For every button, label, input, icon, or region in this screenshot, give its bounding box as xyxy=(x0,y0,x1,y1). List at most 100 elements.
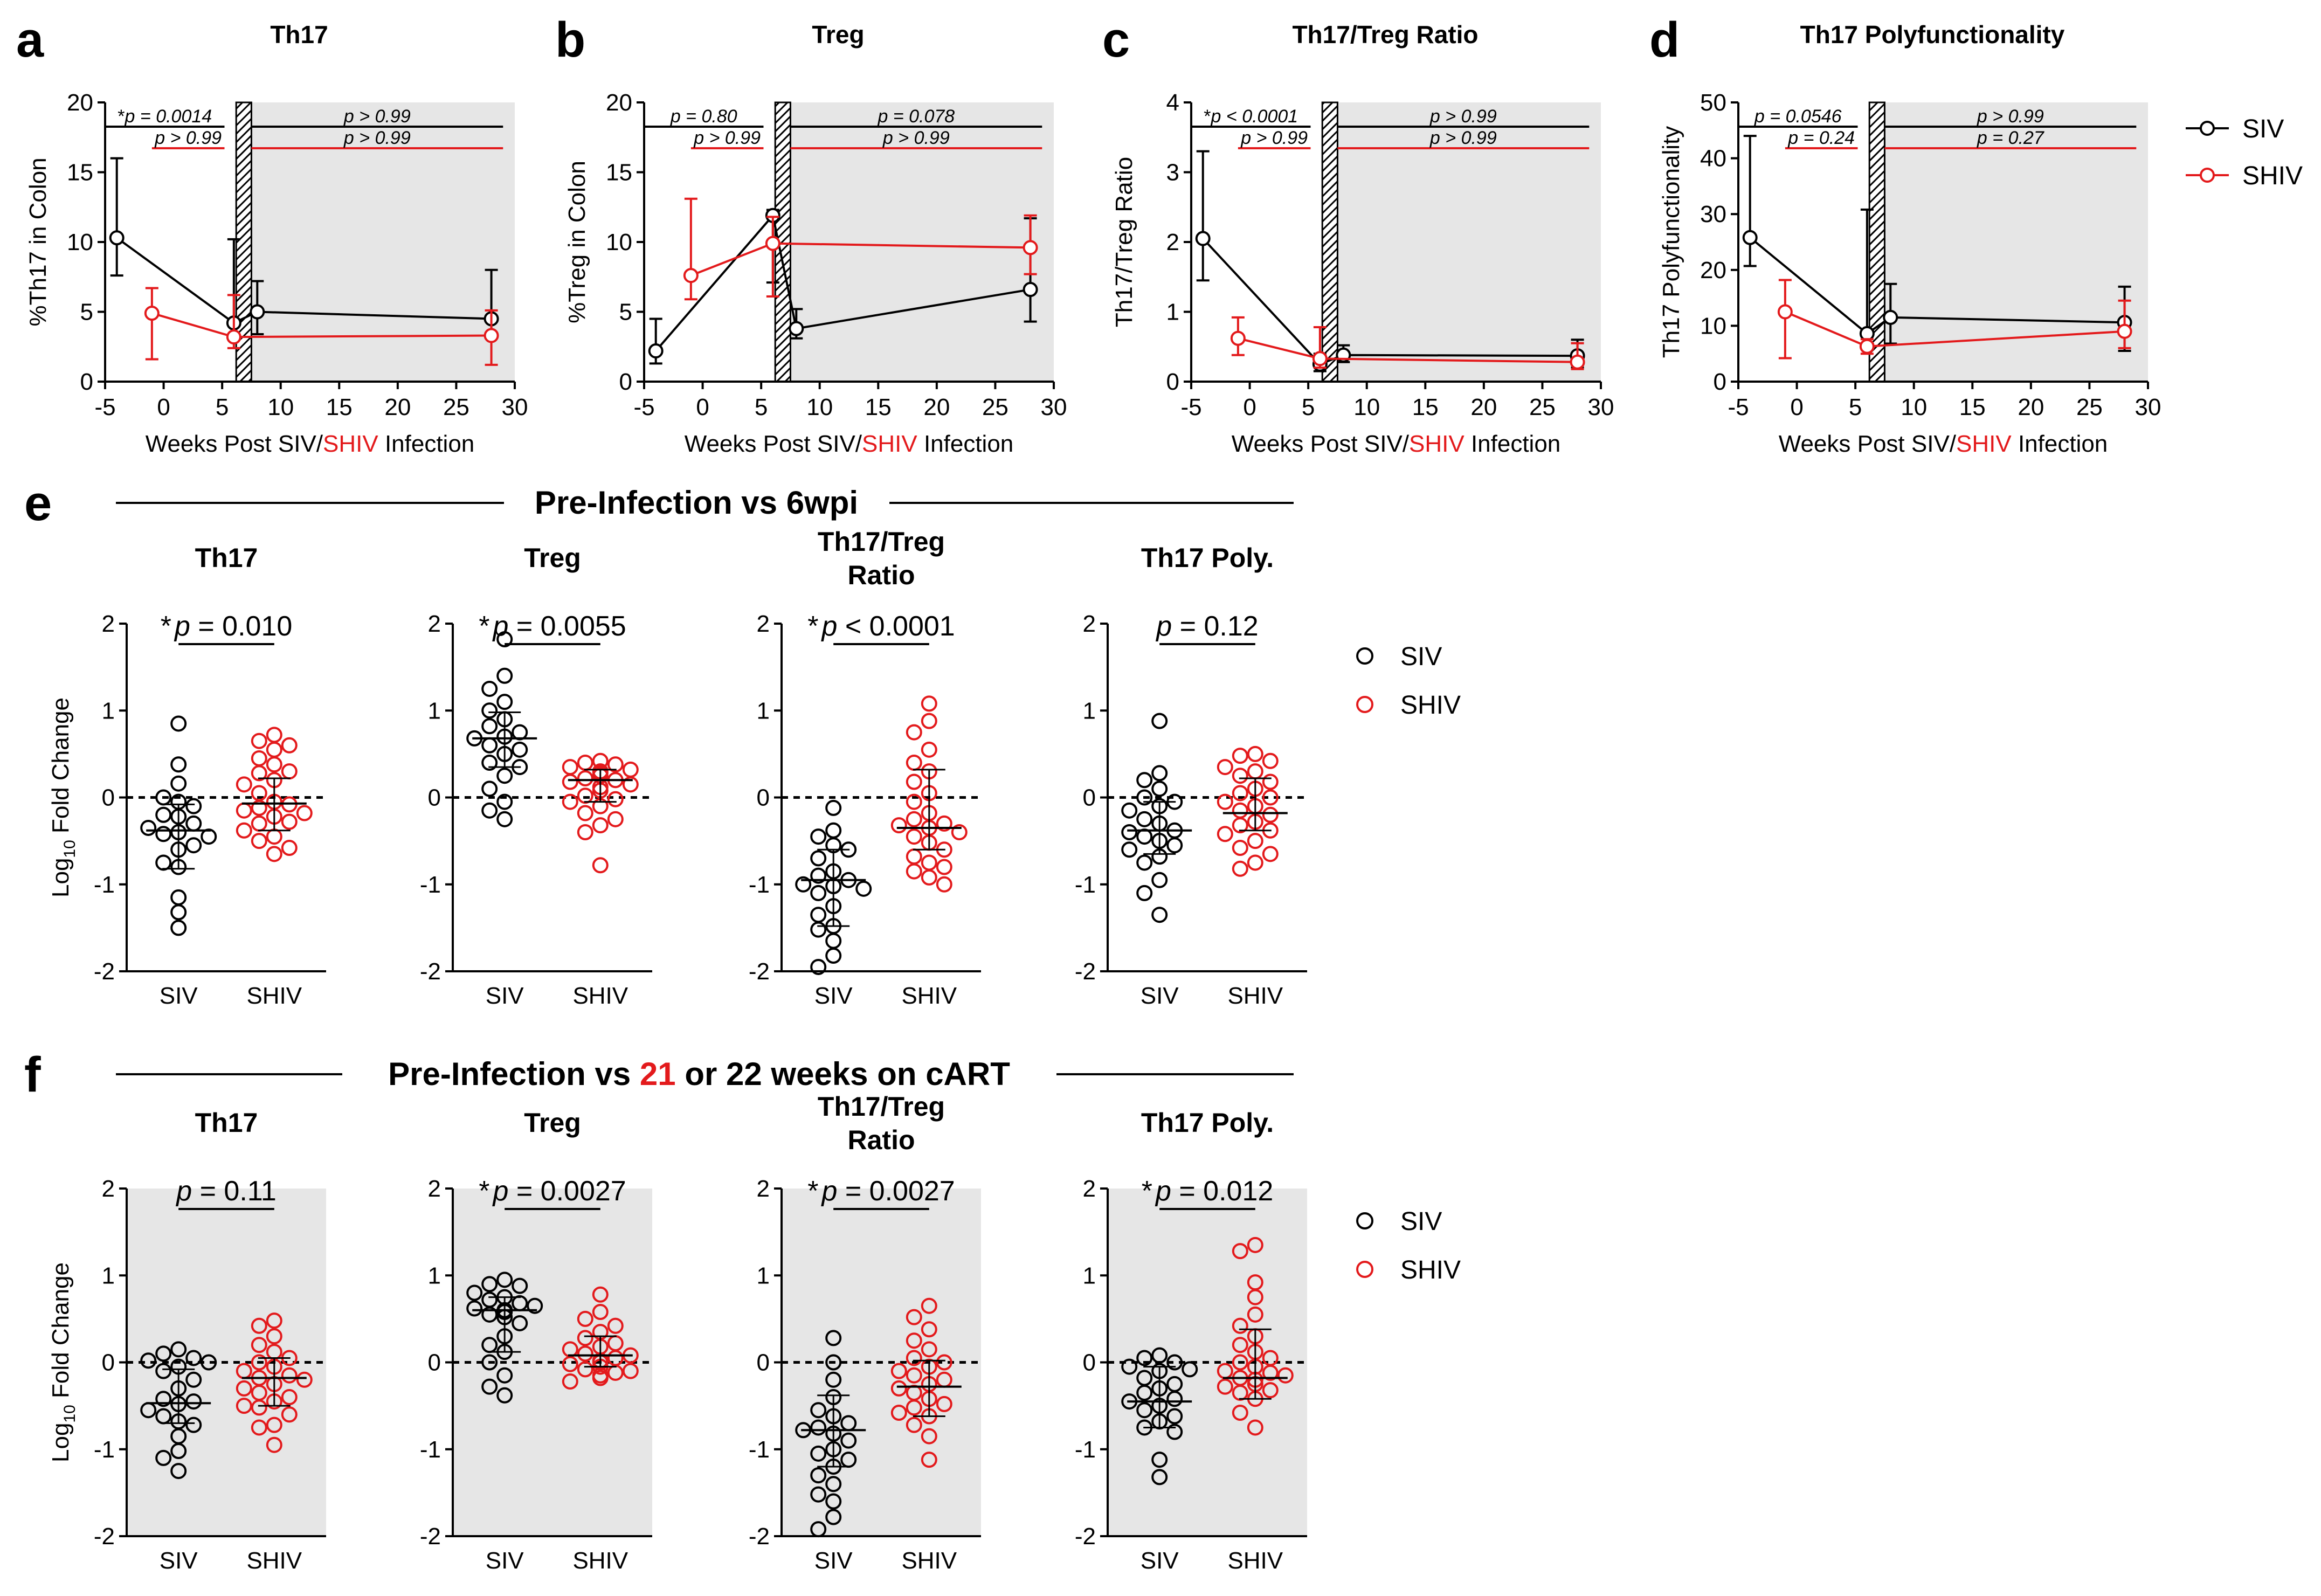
y-tick-label: 20 xyxy=(67,89,93,116)
x-tick-label: 30 xyxy=(1041,394,1067,420)
x-tick-label: 30 xyxy=(2135,394,2161,420)
y-tick-label: 0 xyxy=(757,1350,770,1376)
data-point-shiv xyxy=(1247,763,1263,780)
x-tick-label: 10 xyxy=(1353,394,1380,420)
chart-title: Th17/Treg xyxy=(818,527,945,557)
data-point-siv xyxy=(810,1402,827,1419)
scatter-legend-e: SIV SHIV xyxy=(1356,642,1461,720)
data-point-siv xyxy=(825,1354,842,1371)
y-tick-label: -1 xyxy=(94,872,115,898)
data-point-shiv xyxy=(236,822,252,839)
data-point-siv xyxy=(481,802,498,819)
chart-title: Treg xyxy=(812,20,864,49)
data-point-shiv xyxy=(683,268,699,284)
y-tick-label: -2 xyxy=(1075,958,1096,985)
data-point-shiv xyxy=(251,1317,267,1334)
x-axis-label-post: Infection xyxy=(1465,431,1561,457)
data-point-siv xyxy=(481,755,498,771)
data-point-shiv xyxy=(936,1354,952,1371)
data-point-siv xyxy=(170,889,187,906)
data-point-shiv xyxy=(921,1297,937,1314)
y-tick-label: 1 xyxy=(757,697,770,724)
data-point-siv xyxy=(1151,765,1168,782)
pvalue-value: = 0.0027 xyxy=(837,1176,955,1207)
y-axis-label-log: Log xyxy=(47,858,74,897)
x-tick-label: SIV xyxy=(160,983,198,1009)
y-tick-label: 0 xyxy=(1714,369,1726,395)
data-point-siv xyxy=(1136,828,1153,845)
y-tick-label: -2 xyxy=(1075,1523,1096,1550)
y-tick-label: 3 xyxy=(1166,160,1179,186)
data-point-siv xyxy=(840,1432,857,1449)
data-point-siv xyxy=(1136,1384,1153,1401)
data-point-shiv xyxy=(577,755,593,771)
data-point-shiv xyxy=(1247,854,1263,871)
x-axis-label-shiv: SHIV xyxy=(1956,431,2012,457)
data-point-shiv xyxy=(607,811,624,827)
pvalue-text: p > 0.99 xyxy=(1429,106,1497,127)
x-tick-label: SHIV xyxy=(901,1547,957,1574)
data-point-shiv xyxy=(251,1419,267,1436)
data-point-siv xyxy=(1136,854,1153,871)
data-point-shiv xyxy=(483,328,499,343)
data-point-siv xyxy=(512,1277,528,1294)
pvalue-text: p > 0.99 xyxy=(882,128,950,148)
data-point-siv xyxy=(1166,1391,1183,1407)
data-point-siv xyxy=(185,837,202,854)
data-point-siv xyxy=(1136,772,1153,789)
data-point-siv xyxy=(496,1387,513,1404)
y-tick-label: -1 xyxy=(1075,872,1096,898)
data-point-siv xyxy=(810,1486,827,1503)
pvalue-value: = 0.012 xyxy=(1171,1176,1273,1207)
x-tick-label: 15 xyxy=(865,394,892,420)
pvalue-value: p > 0.99 xyxy=(1977,106,2044,127)
data-point-siv xyxy=(1742,230,1758,245)
data-point-shiv xyxy=(1232,1384,1248,1401)
y-axis-label: Th17/Treg Ratio xyxy=(1111,157,1137,327)
pvalue-p: p xyxy=(1155,1176,1171,1207)
data-point-siv xyxy=(140,1352,157,1369)
x-tick-label: SIV xyxy=(1141,983,1179,1009)
chart-title: Th17 xyxy=(270,20,328,49)
chart-title: Th17 Poly. xyxy=(1141,1108,1274,1138)
data-point-shiv xyxy=(906,863,922,880)
data-point-shiv xyxy=(1247,1419,1263,1436)
y-tick-label: 2 xyxy=(428,1176,441,1202)
data-point-shiv xyxy=(236,1380,252,1397)
data-point-siv xyxy=(185,1371,202,1388)
data-point-siv xyxy=(481,1354,498,1371)
chart-e2: Treg -2 -1 0 1 2 SIV SHIV * p = 0.0055 xyxy=(420,543,652,1009)
x-axis-label: Weeks Post SIV/SHIV Infection xyxy=(685,431,1014,457)
data-point-shiv xyxy=(266,727,282,743)
pvalue-text: p = 0.12 xyxy=(1155,611,1258,642)
chart-title: Th17 Polyfunctionality xyxy=(1800,20,2065,49)
y-tick-label: 4 xyxy=(1166,89,1179,116)
data-point-siv xyxy=(466,1300,483,1317)
legend-marker-shiv xyxy=(2200,168,2215,183)
panel-label: e xyxy=(24,476,52,531)
data-point-siv xyxy=(170,756,187,773)
data-point-shiv xyxy=(906,793,922,810)
x-axis-label-post: Infection xyxy=(378,431,475,457)
pvalue-star: * xyxy=(1142,1176,1152,1207)
y-tick-label: -1 xyxy=(749,872,770,898)
pvalue-value: = 0.11 xyxy=(192,1176,277,1207)
data-point-shiv xyxy=(562,1373,578,1390)
section-title: Pre-Infection vs 21 or 22 weeks on cART xyxy=(388,1056,1010,1092)
data-point-shiv xyxy=(1247,745,1263,762)
data-point-shiv xyxy=(607,1364,624,1381)
pvalue-text: *p = 0.0014 xyxy=(118,106,212,127)
pvalue-star: * xyxy=(807,611,818,642)
x-tick-label: 20 xyxy=(1470,394,1497,420)
x-tick-label: 0 xyxy=(1790,394,1803,420)
x-tick-label: SIV xyxy=(486,1547,524,1574)
pvalue-text: p > 0.99 xyxy=(343,106,411,127)
chart-e4: Th17 Poly. -2 -1 0 1 2 SIV SHIV p = 0.12 xyxy=(1075,543,1307,1009)
data-point-siv xyxy=(155,806,172,823)
data-point-shiv xyxy=(1232,748,1248,764)
x-tick-label: SIV xyxy=(160,1547,198,1574)
y-axis-label-log: Log xyxy=(47,1423,74,1462)
panel-label: c xyxy=(1102,12,1130,67)
x-tick-label: 15 xyxy=(326,394,353,420)
data-point-shiv xyxy=(890,1405,907,1421)
